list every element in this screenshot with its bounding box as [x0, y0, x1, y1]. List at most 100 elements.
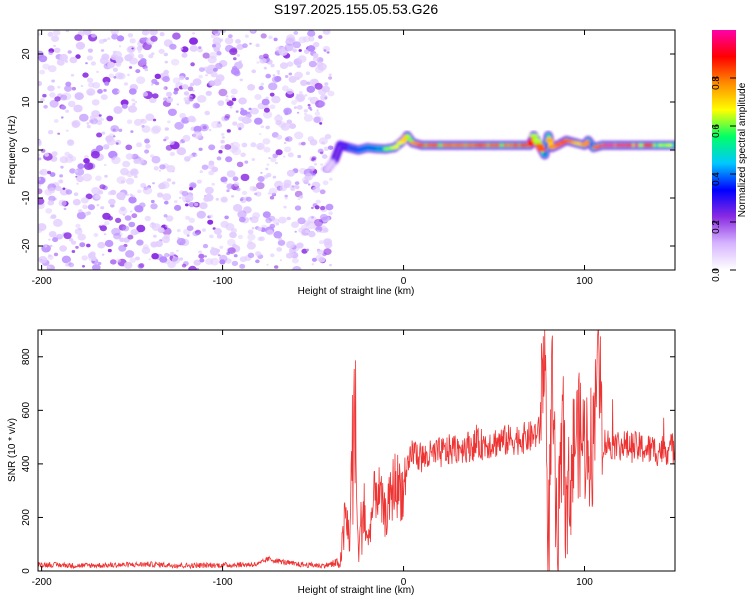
noise-blob [324, 82, 328, 85]
noise-blob [297, 105, 303, 110]
noise-blob [99, 225, 102, 228]
noise-blob [135, 231, 139, 234]
noise-blob [47, 266, 50, 269]
noise-blob [303, 36, 311, 42]
noise-blob [67, 139, 74, 145]
noise-blob [134, 101, 137, 104]
noise-blob [317, 230, 320, 233]
noise-blob [96, 71, 99, 73]
noise-blob [117, 176, 126, 184]
noise-blob [118, 73, 126, 80]
noise-blob [159, 49, 165, 54]
noise-blob [97, 242, 105, 249]
noise-blob [64, 152, 70, 157]
noise-blob [199, 258, 204, 262]
noise-blob [309, 61, 317, 68]
noise-blob [297, 55, 306, 63]
noise-blob [188, 266, 197, 273]
noise-blob [315, 66, 324, 73]
noise-blob [117, 90, 120, 92]
noise-blob [119, 45, 122, 47]
noise-blob [193, 131, 202, 139]
noise-blob [169, 141, 174, 145]
colorbar-tick-label: 0.2 [711, 220, 722, 234]
noise-blob [308, 104, 311, 107]
noise-blob [254, 118, 263, 125]
noise-blob [163, 87, 166, 90]
signal-core [482, 144, 489, 147]
noise-blob [169, 44, 176, 50]
noise-blob [104, 164, 107, 166]
noise-blob [291, 221, 299, 228]
noise-blob [140, 58, 147, 64]
signal-core [646, 144, 654, 147]
y-tick-label: 600 [21, 402, 32, 419]
noise-blob [231, 195, 234, 198]
noise-blob [323, 46, 330, 52]
noise-blob [236, 110, 239, 113]
noise-blob [164, 214, 168, 217]
noise-blob [136, 240, 143, 246]
noise-blob [277, 73, 279, 75]
noise-blob [126, 178, 134, 185]
noise-blob [55, 186, 61, 191]
y-tick-label: 0 [21, 147, 32, 153]
noise-blob [184, 156, 191, 162]
noise-blob [238, 127, 241, 130]
noise-blob [134, 205, 142, 212]
noise-blob [228, 247, 236, 254]
noise-blob [196, 232, 200, 235]
noise-blob [126, 194, 129, 196]
noise-blob [247, 234, 255, 241]
noise-blob [78, 209, 82, 212]
noise-blob [323, 248, 331, 255]
noise-blob [182, 135, 190, 142]
noise-blob [315, 83, 323, 90]
noise-blob [85, 62, 88, 64]
noise-blob [227, 239, 236, 246]
noise-blob [168, 109, 177, 116]
noise-blob [280, 62, 288, 69]
noise-blob [203, 244, 208, 248]
noise-blob [72, 87, 76, 91]
noise-blob [185, 195, 194, 202]
noise-blob [200, 170, 203, 173]
signal-core [634, 144, 640, 147]
noise-blob [87, 78, 93, 83]
noise-blob [323, 180, 329, 185]
noise-blob [220, 221, 228, 228]
noise-blob [209, 235, 214, 239]
noise-blob [166, 165, 175, 172]
noise-blob [122, 161, 130, 168]
noise-blob [273, 218, 280, 224]
noise-blob [212, 44, 216, 47]
noise-blob [250, 216, 258, 223]
noise-blob [230, 143, 233, 146]
snr-series-line [38, 330, 675, 571]
noise-blob [189, 37, 198, 44]
noise-blob [194, 203, 198, 207]
noise-blob [285, 137, 290, 141]
noise-blob [88, 204, 95, 210]
noise-blob [315, 205, 320, 209]
noise-blob [306, 249, 309, 252]
noise-blob [304, 114, 313, 122]
noise-blob [205, 74, 208, 76]
noise-blob [265, 126, 270, 130]
noise-blob [312, 156, 317, 160]
noise-blob [254, 94, 261, 100]
noise-blob [97, 204, 100, 206]
noise-blob [66, 189, 72, 194]
noise-blob [107, 138, 116, 145]
noise-blob [96, 133, 102, 138]
noise-blob [251, 108, 259, 115]
noise-blob [278, 217, 286, 224]
noise-blob [295, 181, 300, 185]
noise-blob [307, 30, 315, 37]
noise-blob [152, 156, 161, 164]
noise-blob [137, 46, 143, 51]
noise-blob [322, 154, 328, 159]
noise-blob [182, 84, 189, 89]
noise-blob [104, 175, 108, 178]
noise-blob [129, 66, 132, 69]
